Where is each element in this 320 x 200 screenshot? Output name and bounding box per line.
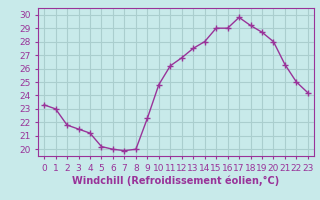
- X-axis label: Windchill (Refroidissement éolien,°C): Windchill (Refroidissement éolien,°C): [72, 175, 280, 186]
